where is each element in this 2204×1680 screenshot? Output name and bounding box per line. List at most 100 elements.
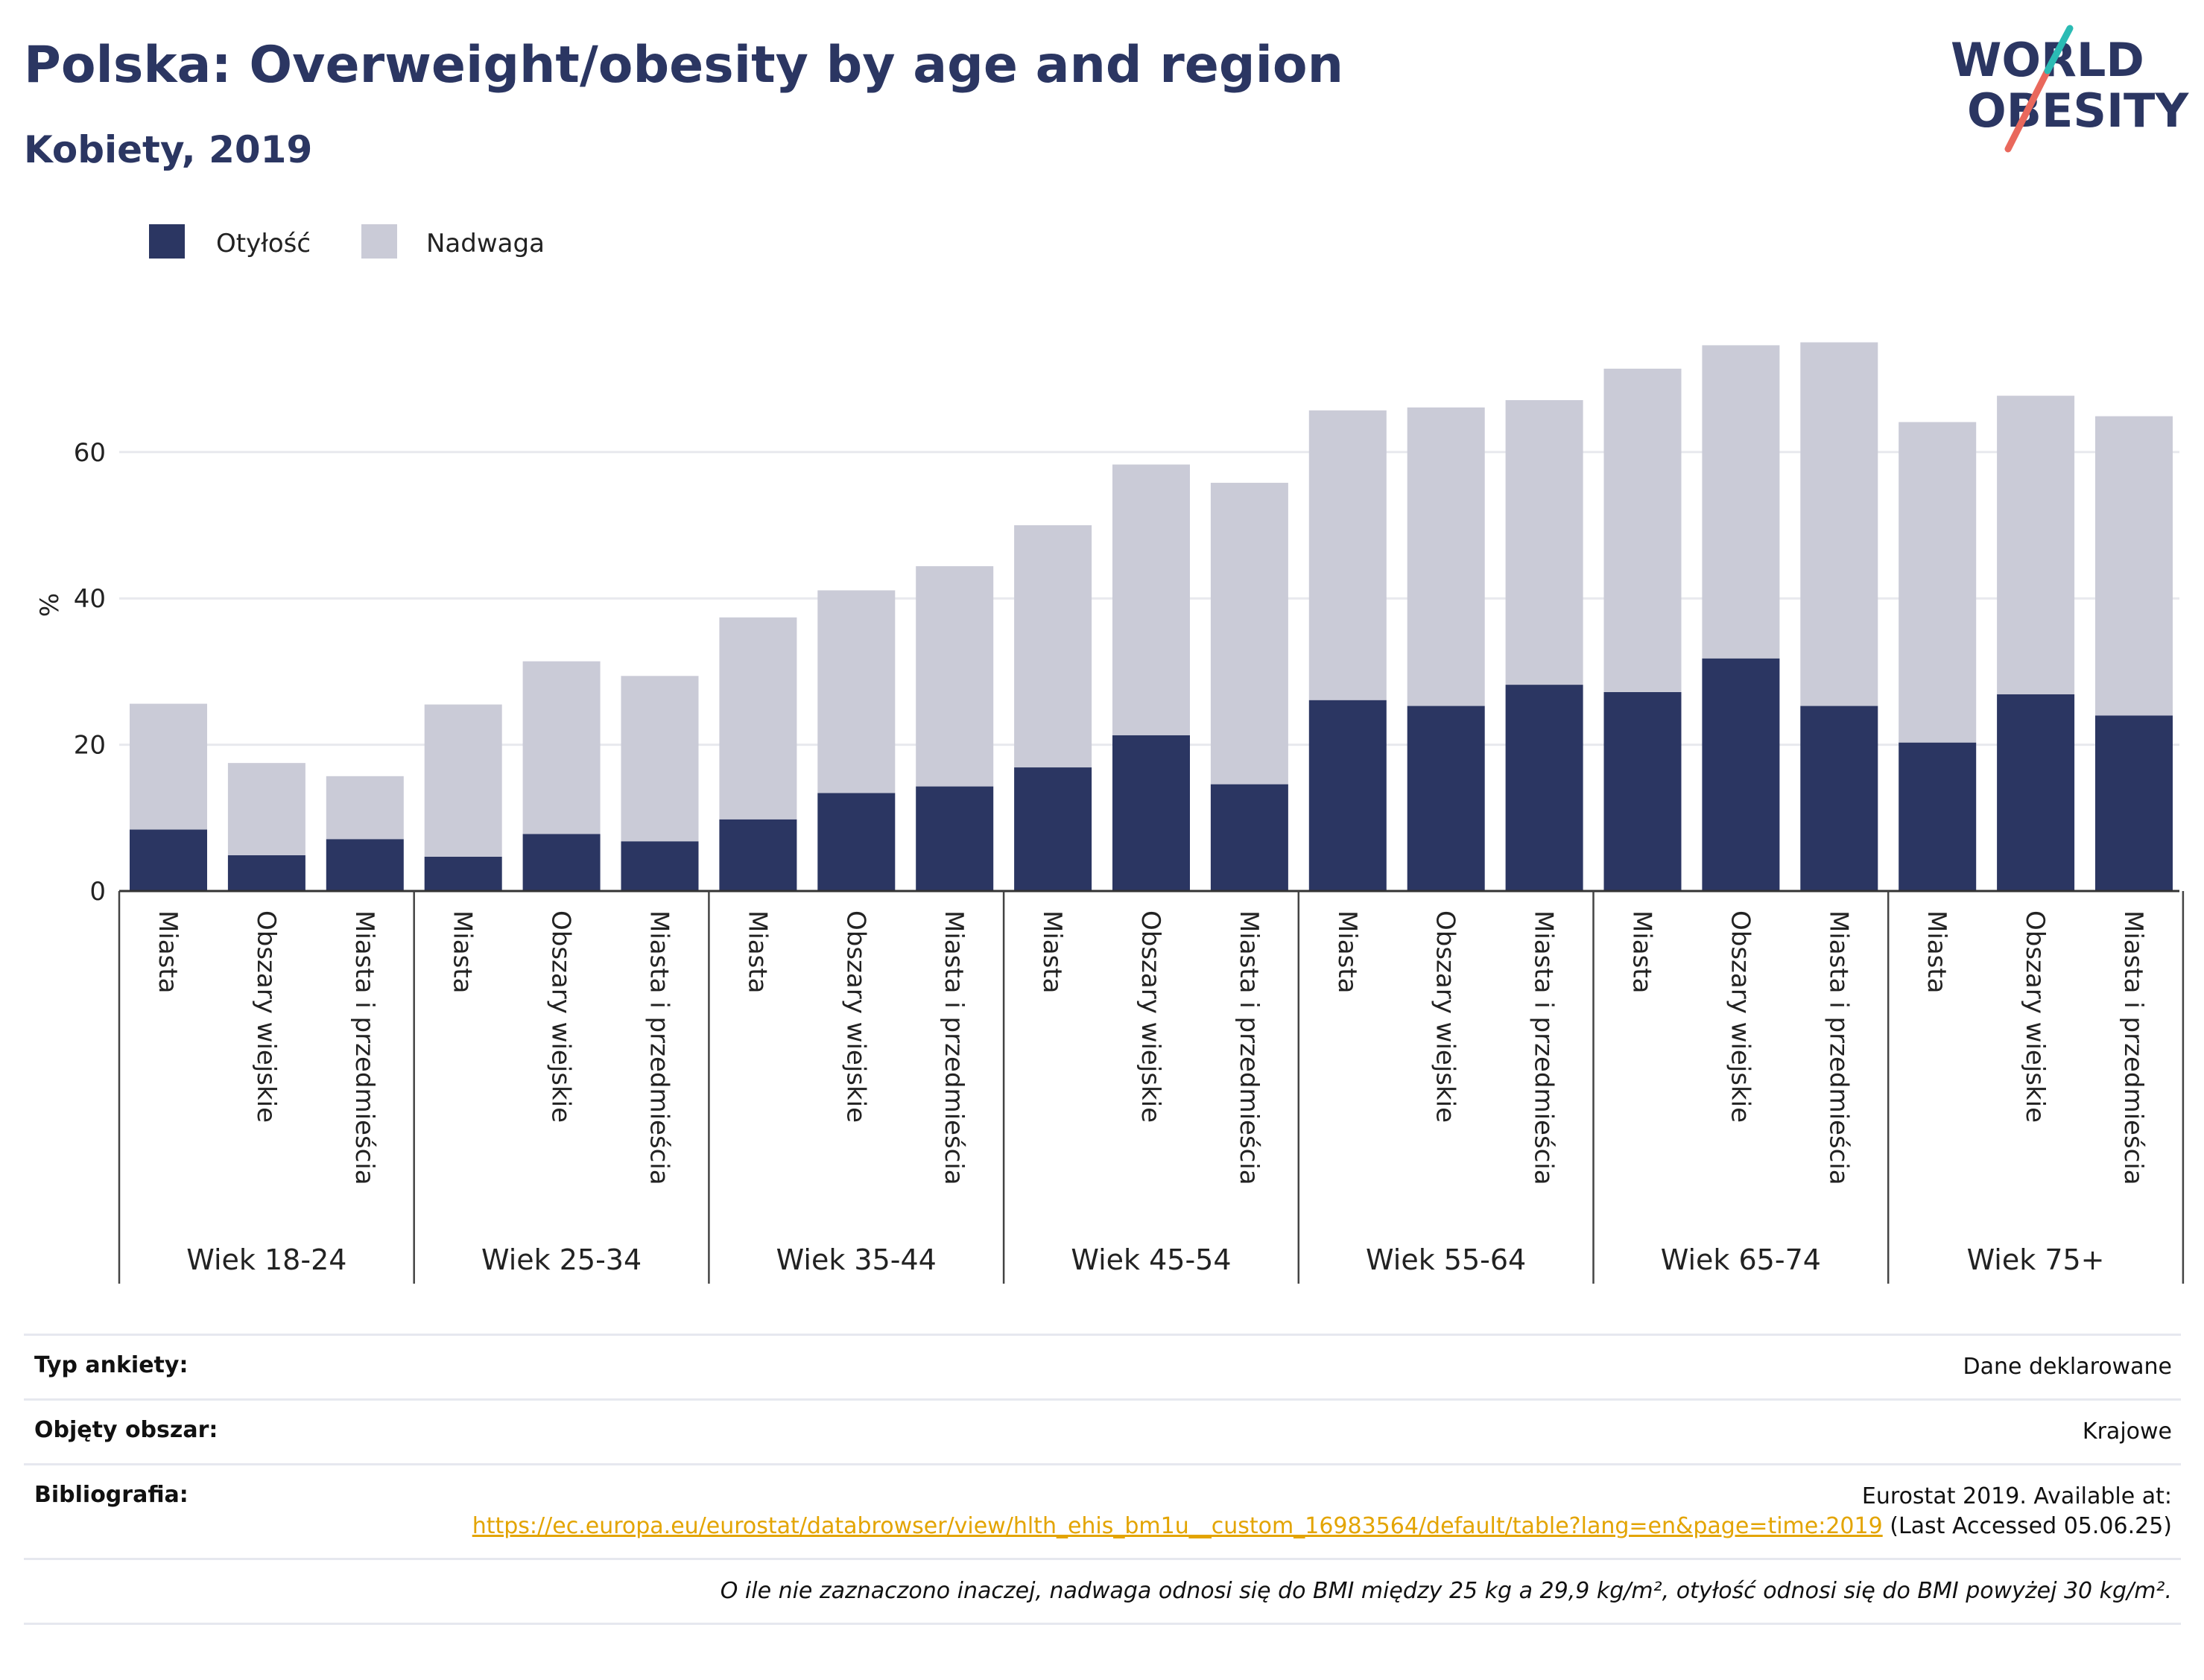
bar-overweight-17 [1800,342,1878,706]
group-label-0: Wiek 18-24 [186,1243,346,1276]
bibliography-link[interactable]: https://ec.europa.eu/eurostat/databrowse… [472,1513,1883,1539]
bar-obesity-1 [227,855,305,891]
group-label-4: Wiek 55-64 [1366,1243,1526,1276]
x-tick-label-6: Miasta [742,910,772,994]
meta-val-coverage: Krajowe [2082,1419,2172,1445]
legend: Otyłość Nadwaga [149,224,545,259]
bar-overweight-4 [522,661,601,834]
meta-val-bibliography: Eurostat 2019. Available at: https://ec.… [472,1482,2181,1541]
bar-obesity-19 [1997,694,2075,891]
bar-obesity-10 [1112,735,1190,891]
chart-subtitle: Kobiety, 2019 [24,128,313,171]
bar-obesity-12 [1308,700,1387,891]
bar-obesity-8 [916,786,994,891]
x-tick-label-1: Obszary wiejskie [251,910,281,1123]
meta-row-survey-type: Typ ankiety: Dane deklarowane [24,1334,2181,1398]
bar-obesity-16 [1702,658,1780,891]
y-tick-label-0: 0 [89,877,106,907]
bar-obesity-17 [1800,706,1878,891]
x-tick-label-11: Miasta i przedmieścia [1234,910,1264,1185]
y-tick-label-60: 60 [74,438,106,468]
bar-obesity-4 [522,834,601,891]
group-label-5: Wiek 65-74 [1661,1243,1821,1276]
y-axis-label: % [35,593,65,617]
bar-overweight-12 [1308,410,1387,700]
legend-label-otylosc: Otyłość [216,229,311,259]
x-tick-label-4: Obszary wiejskie [546,910,576,1123]
bar-obesity-2 [326,839,404,891]
x-tick-label-5: Miasta i przedmieścia [645,910,674,1185]
x-tick-label-0: Miasta [153,910,183,994]
meta-row-note: O ile nie zaznaczono inaczej, nadwaga od… [24,1558,2181,1625]
bar-overweight-11 [1210,483,1288,784]
x-tick-label-9: Miasta [1037,910,1067,994]
bar-obesity-6 [719,819,797,891]
meta-key-survey-type: Typ ankiety: [34,1352,189,1378]
bibliography-prefix: Eurostat 2019. Available at: [1861,1483,2172,1509]
x-tick-label-19: Obszary wiejskie [2020,910,2050,1123]
bar-overweight-15 [1603,368,1682,692]
bar-overweight-5 [621,676,699,842]
x-tick-label-8: Miasta i przedmieścia [939,910,969,1185]
bar-overweight-2 [326,776,404,840]
logo-slash-teal [2044,25,2074,75]
logo-slash-red [2004,67,2051,153]
bar-overweight-7 [817,590,896,793]
bar-overweight-3 [424,704,502,857]
x-tick-label-10: Obszary wiejskie [1136,910,1165,1123]
bar-overweight-20 [2095,416,2173,716]
meta-key-bibliography: Bibliografia: [34,1482,189,1508]
metadata-table: Typ ankiety: Dane deklarowane Objęty obs… [24,1334,2181,1625]
bar-obesity-18 [1899,742,1977,891]
group-label-1: Wiek 25-34 [481,1243,642,1276]
meta-row-bibliography: Bibliografia: Eurostat 2019. Available a… [24,1463,2181,1558]
bar-overweight-9 [1014,525,1092,768]
bar-obesity-15 [1603,691,1682,891]
x-tick-label-12: Miasta [1332,910,1362,994]
x-tick-label-20: Miasta i przedmieścia [2118,910,2148,1185]
group-label-3: Wiek 45-54 [1071,1243,1231,1276]
legend-swatch-nadwaga [361,224,397,259]
bar-overweight-18 [1899,422,1977,743]
bar-overweight-0 [130,703,207,830]
y-tick-label-20: 20 [74,731,106,761]
bar-obesity-13 [1407,706,1485,891]
chart-title: Polska: Overweight/obesity by age and re… [24,36,1344,95]
meta-key-coverage: Objęty obszar: [34,1417,218,1443]
bar-overweight-10 [1112,464,1190,735]
legend-label-nadwaga: Nadwaga [426,229,545,259]
x-tick-label-3: Miasta [448,910,478,994]
logo-line-2: OBESITY [1967,83,2189,138]
meta-row-coverage: Objęty obszar: Krajowe [24,1398,2181,1463]
bar-overweight-13 [1407,407,1485,706]
group-label-6: Wiek 75+ [1967,1243,2105,1276]
bar-overweight-8 [916,565,994,787]
bar-obesity-9 [1014,767,1092,891]
bibliography-suffix: (Last Accessed 05.06.25) [1890,1513,2172,1539]
bar-obesity-7 [817,793,896,891]
x-tick-label-14: Miasta i przedmieścia [1529,910,1559,1185]
bar-overweight-19 [1997,396,2075,694]
bar-chart: Otyłość Nadwaga 0 20 40 60 Miasta Obszary wi… [35,224,2185,1284]
bar-obesity-14 [1505,685,1583,891]
definition-note: O ile nie zaznaczono inaczej, nadwaga od… [720,1578,2172,1604]
x-tick-label-18: Miasta [1922,910,1951,994]
x-tick-label-7: Obszary wiejskie [840,910,870,1123]
group-label-2: Wiek 35-44 [776,1243,937,1276]
meta-val-survey-type: Dane deklarowane [1963,1354,2172,1380]
bar-overweight-1 [227,763,305,855]
bar-overweight-16 [1702,345,1780,659]
legend-swatch-otylosc [149,224,185,259]
bar-obesity-0 [130,829,207,891]
x-tick-label-17: Miasta i przedmieścia [1823,910,1853,1185]
x-tick-label-2: Miasta i przedmieścia [349,910,379,1185]
x-tick-label-16: Obszary wiejskie [1725,910,1755,1123]
bar-obesity-3 [424,856,502,891]
bar-overweight-14 [1505,400,1583,685]
y-tick-label-40: 40 [74,584,106,614]
bar-obesity-5 [621,841,699,891]
x-tick-label-15: Miasta [1627,910,1657,994]
bar-obesity-11 [1210,784,1288,891]
world-obesity-logo: WORLD OBESITY [1951,25,2189,153]
bar-obesity-20 [2095,715,2173,891]
